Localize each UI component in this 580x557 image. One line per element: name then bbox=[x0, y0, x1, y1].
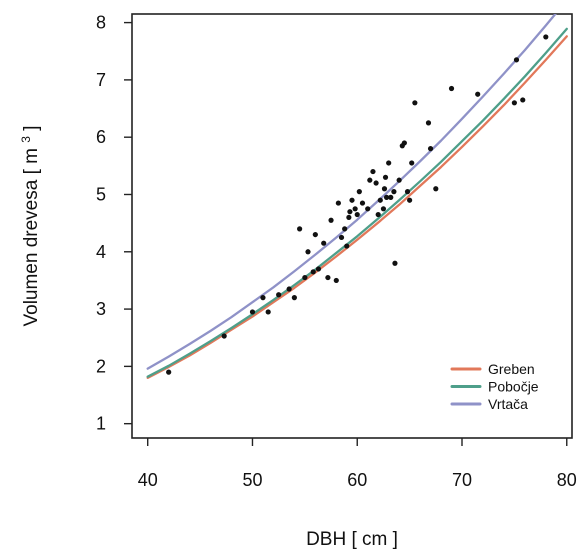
data-point-35 bbox=[380, 206, 387, 212]
data-point-33 bbox=[375, 211, 381, 218]
data-point-5 bbox=[276, 292, 282, 298]
y-axis-title-end: ] bbox=[21, 125, 42, 130]
data-point-4 bbox=[265, 309, 271, 315]
data-point-38 bbox=[383, 194, 390, 200]
data-point-2 bbox=[249, 309, 256, 315]
data-point-20 bbox=[342, 226, 348, 232]
data-point-58 bbox=[543, 34, 549, 40]
data-point-42 bbox=[392, 260, 398, 266]
y-tick-label-7: 7 bbox=[96, 70, 106, 90]
data-point-53 bbox=[448, 85, 455, 92]
legend-label-1: Pobočje bbox=[488, 379, 539, 395]
data-point-22 bbox=[346, 214, 352, 221]
data-point-17 bbox=[333, 277, 339, 284]
x-tick-label-40: 40 bbox=[138, 470, 158, 490]
data-point-45 bbox=[401, 140, 407, 146]
legend-label-2: Vrtača bbox=[488, 396, 528, 412]
x-tick-label-80: 80 bbox=[557, 470, 577, 490]
fit-curve-2 bbox=[146, 14, 557, 370]
data-point-37 bbox=[382, 174, 389, 180]
data-point-25 bbox=[352, 206, 358, 212]
data-point-1 bbox=[221, 333, 227, 339]
data-point-51 bbox=[427, 146, 434, 152]
data-point-30 bbox=[367, 177, 373, 183]
y-axis-title-superscript: 3 bbox=[19, 136, 33, 143]
data-point-41 bbox=[391, 189, 397, 195]
data-point-56 bbox=[513, 57, 520, 63]
data-point-34 bbox=[377, 197, 383, 203]
y-tick-label-3: 3 bbox=[96, 299, 106, 319]
fit-curve-0 bbox=[146, 35, 568, 379]
data-point-27 bbox=[356, 189, 362, 195]
y-tick-label-6: 6 bbox=[96, 127, 106, 147]
data-point-0 bbox=[166, 369, 172, 375]
x-tick-label-70: 70 bbox=[452, 470, 472, 490]
data-point-9 bbox=[302, 274, 308, 281]
x-tick-label-50: 50 bbox=[242, 470, 262, 490]
fit-curve-1 bbox=[146, 27, 568, 378]
data-point-15 bbox=[325, 274, 331, 281]
y-tick-label-1: 1 bbox=[96, 414, 106, 434]
data-point-28 bbox=[359, 200, 366, 206]
data-point-47 bbox=[407, 197, 413, 203]
plot-area-frame bbox=[131, 13, 573, 439]
data-point-13 bbox=[315, 266, 322, 272]
data-point-16 bbox=[328, 217, 334, 223]
y-axis-title: Volumen drevesa [ m 3 ] bbox=[14, 125, 42, 326]
data-point-46 bbox=[404, 189, 411, 195]
data-point-55 bbox=[511, 100, 517, 106]
data-point-11 bbox=[310, 269, 316, 275]
data-point-12 bbox=[312, 231, 318, 238]
y-tick-label-5: 5 bbox=[96, 184, 106, 204]
data-point-8 bbox=[297, 226, 303, 232]
data-point-6 bbox=[286, 286, 292, 292]
data-point-23 bbox=[347, 209, 353, 215]
legend-label-0: Greben bbox=[488, 361, 535, 377]
y-tick-label-8: 8 bbox=[96, 13, 106, 33]
data-point-52 bbox=[433, 186, 439, 192]
data-point-32 bbox=[373, 180, 379, 186]
data-point-10 bbox=[305, 249, 311, 255]
data-point-50 bbox=[425, 120, 432, 126]
data-point-54 bbox=[475, 91, 481, 97]
data-point-21 bbox=[344, 243, 350, 249]
y-axis-title-main: Volumen drevesa [ m bbox=[21, 148, 42, 326]
x-axis-title: DBH [ cm ] bbox=[306, 529, 398, 550]
y-tick-label-4: 4 bbox=[96, 242, 106, 262]
data-point-40 bbox=[388, 194, 394, 200]
data-point-3 bbox=[260, 295, 266, 301]
data-point-7 bbox=[291, 295, 297, 301]
data-point-48 bbox=[409, 160, 415, 166]
data-point-31 bbox=[370, 168, 376, 175]
data-point-19 bbox=[338, 234, 345, 241]
data-point-39 bbox=[386, 160, 392, 166]
y-tick-label-2: 2 bbox=[96, 356, 106, 376]
data-point-49 bbox=[412, 100, 418, 106]
data-point-29 bbox=[365, 206, 371, 212]
data-point-24 bbox=[349, 197, 355, 203]
data-point-14 bbox=[321, 240, 327, 246]
x-tick-label-60: 60 bbox=[347, 470, 367, 490]
data-point-36 bbox=[381, 186, 388, 192]
data-point-18 bbox=[335, 200, 341, 206]
data-point-26 bbox=[354, 211, 360, 218]
data-point-43 bbox=[396, 177, 402, 183]
data-point-57 bbox=[520, 97, 526, 103]
